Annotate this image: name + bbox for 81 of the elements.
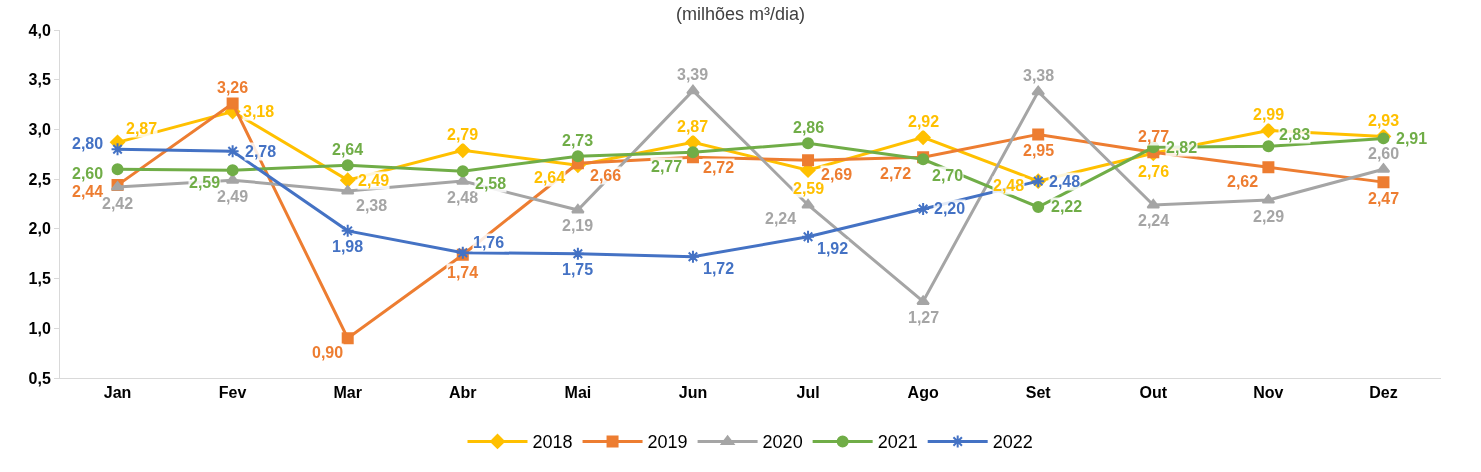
x-tick-label: Dez [1369, 384, 1398, 402]
data-label: 2,22 [1051, 198, 1083, 215]
y-tick-label: 3,5 [28, 71, 51, 89]
x-tick-label: Jan [103, 384, 132, 402]
data-label: 2,92 [908, 113, 940, 130]
data-label: 2,38 [356, 197, 388, 214]
data-label: 0,90 [312, 344, 344, 361]
data-label: 2,60 [72, 165, 104, 182]
data-label: 1,27 [908, 309, 940, 326]
x-tick-label: Ago [907, 384, 939, 402]
x-tick-label: Jun [678, 384, 708, 402]
legend-label: 2021 [877, 432, 918, 453]
data-label: 2,72 [703, 159, 735, 176]
chart-title: (milhões m³/dia) [675, 3, 806, 24]
data-label: 2,48 [993, 177, 1025, 194]
data-label: 2,99 [1253, 106, 1285, 123]
data-label: 2,24 [765, 210, 797, 227]
data-label: 2,60 [1368, 145, 1400, 162]
data-label: 2,29 [1253, 208, 1285, 225]
data-label: 1,98 [332, 238, 364, 255]
data-label: 2,95 [1023, 142, 1055, 159]
data-label: 1,76 [473, 234, 505, 251]
data-label: 2,48 [447, 189, 479, 206]
data-label: 1,74 [447, 264, 479, 281]
data-label: 1,75 [562, 261, 594, 278]
data-label: 2,72 [880, 165, 912, 182]
y-tick-label: 2,5 [28, 170, 51, 188]
data-label: 2,49 [358, 172, 390, 189]
x-tick-label: Fev [218, 384, 247, 402]
x-tick-label: Nov [1253, 384, 1284, 402]
data-label: 2,64 [332, 141, 364, 158]
data-label: 2,44 [72, 183, 104, 200]
data-label: 1,72 [703, 260, 735, 277]
legend-label: 2019 [647, 432, 688, 453]
data-label: 2,58 [475, 175, 507, 192]
y-tick-label: 3,0 [28, 121, 51, 139]
data-label: 2,24 [1138, 212, 1170, 229]
data-label: 2,48 [1049, 173, 1081, 190]
y-tick-label: 1,5 [28, 270, 51, 288]
data-label: 2,79 [447, 126, 479, 143]
x-tick-label: Out [1139, 384, 1168, 402]
y-tick-label: 1,0 [28, 319, 51, 337]
data-label: 2,80 [72, 135, 104, 152]
data-label: 2,59 [793, 180, 825, 197]
data-label: 2,73 [562, 132, 594, 149]
x-tick-label: Set [1025, 384, 1052, 402]
data-label: 2,78 [245, 143, 277, 160]
y-tick-label: 4,0 [28, 21, 51, 39]
data-label: 2,64 [534, 169, 566, 186]
data-label: 2,93 [1368, 112, 1400, 129]
data-label: 2,77 [651, 158, 683, 175]
data-label: 2,20 [934, 200, 966, 217]
x-tick-label: Abr [449, 384, 477, 402]
data-label: 1,92 [817, 240, 849, 257]
data-label: 3,26 [217, 79, 249, 96]
x-tick-label: Jul [796, 384, 820, 402]
data-label: 3,39 [677, 66, 709, 83]
data-label: 2,86 [793, 119, 825, 136]
legend-label: 2018 [532, 432, 573, 453]
data-label: 2,62 [1227, 173, 1259, 190]
x-tick-label: Mai [564, 384, 592, 402]
data-label: 2,59 [189, 174, 221, 191]
data-label: 2,76 [1138, 163, 1170, 180]
data-label: 2,91 [1396, 130, 1428, 147]
y-tick-label: 0,5 [28, 369, 51, 387]
x-tick-label: Mar [333, 384, 362, 402]
data-label: 2,42 [102, 195, 134, 212]
data-label: 2,69 [821, 166, 853, 183]
data-label: 2,87 [677, 118, 709, 135]
data-label: 3,18 [243, 103, 275, 120]
data-label: 3,38 [1023, 67, 1055, 84]
legend-label: 2020 [762, 432, 803, 453]
data-label: 2,47 [1368, 190, 1400, 207]
data-label: 2,19 [562, 217, 594, 234]
data-label: 2,66 [590, 167, 622, 184]
y-tick-label: 2,0 [28, 220, 51, 238]
data-label: 2,49 [217, 188, 249, 205]
legend-label: 2022 [992, 432, 1033, 453]
data-label: 2,83 [1279, 126, 1311, 143]
data-label: 2,70 [932, 167, 964, 184]
data-label: 2,87 [126, 120, 158, 137]
